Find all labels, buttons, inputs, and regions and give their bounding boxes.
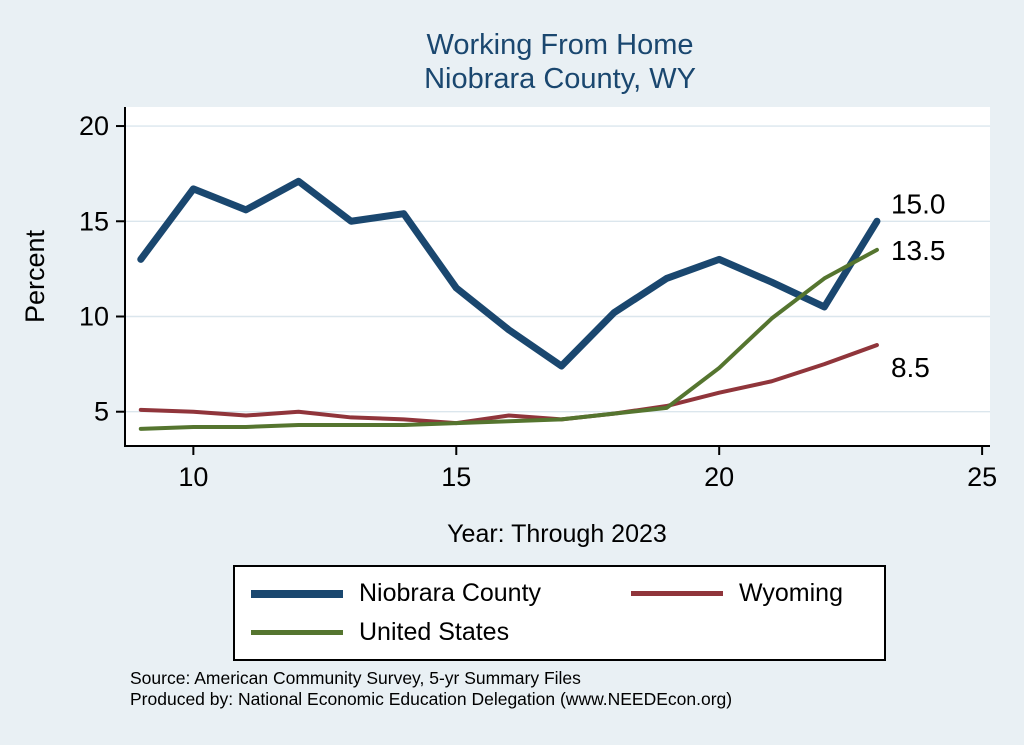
end-label-niobrara-county: 15.0 xyxy=(891,188,946,219)
x-tick-label: 25 xyxy=(967,462,997,492)
source-line: Source: American Community Survey, 5-yr … xyxy=(130,668,581,688)
series-line-wyoming xyxy=(138,343,879,426)
x-tick-label: 10 xyxy=(178,462,208,492)
legend-entry-wyoming: Wyoming xyxy=(631,579,874,608)
chart-title-line2: Niobrara County, WY xyxy=(424,63,696,95)
chart-title-line1: Working From Home xyxy=(426,29,694,61)
x-tick-label: 20 xyxy=(704,462,734,492)
x-tick-label: 15 xyxy=(441,462,471,492)
series-line-united-states xyxy=(138,247,879,431)
x-axis-caption: Year: Through 2023 xyxy=(447,520,667,548)
plot-area: 5 10 15 20 10 15 20 25 Percent 15.0 8.5 13.5 xyxy=(20,107,997,492)
y-tick-label: 5 xyxy=(94,397,109,427)
series-line-niobrara-county xyxy=(137,177,881,370)
legend-label-niobrara-county: Niobrara County xyxy=(359,579,542,607)
y-tick-label: 15 xyxy=(79,206,109,236)
end-label-united-states: 13.5 xyxy=(891,235,946,266)
plot-background xyxy=(125,107,990,446)
legend-entry-united-states: United States xyxy=(251,618,631,647)
y-tick-label: 10 xyxy=(79,301,109,331)
legend-label-united-states: United States xyxy=(359,618,510,646)
legend-label-wyoming: Wyoming xyxy=(739,579,843,607)
end-label-wyoming: 8.5 xyxy=(891,352,930,383)
chart-title: Working From Home Niobrara County, WY xyxy=(96,28,1024,96)
y-tick-label: 20 xyxy=(79,111,109,141)
legend-entry-niobrara-county: Niobrara County xyxy=(251,579,631,608)
legend-swatch-niobrara-county xyxy=(251,589,343,598)
y-axis-title: Percent xyxy=(20,229,50,323)
produced-by-line: Produced by: National Economic Education… xyxy=(130,689,733,709)
source-notes: Source: American Community Survey, 5-yr … xyxy=(130,668,732,710)
legend-swatch-united-states xyxy=(251,630,343,635)
legend-swatch-wyoming xyxy=(631,591,723,596)
legend: Niobrara County Wyoming United States xyxy=(233,565,886,661)
